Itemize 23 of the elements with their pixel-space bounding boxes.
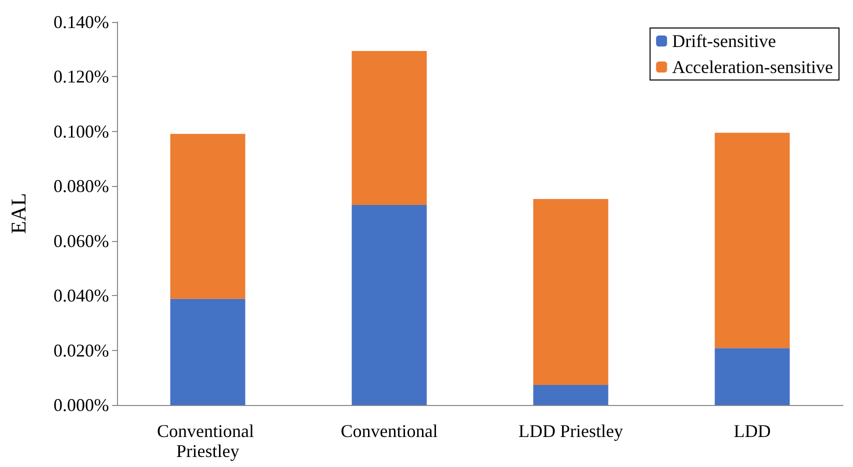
y-tick-label: 0.120% [54, 66, 109, 87]
x-tick-label: Conventional [340, 421, 438, 441]
legend-label: Drift-sensitive [672, 31, 776, 51]
x-tick-label: LDD Priestley [518, 421, 623, 441]
bar [170, 298, 246, 405]
bar [714, 132, 790, 348]
y-tick-label: 0.000% [54, 395, 109, 415]
bar [352, 51, 427, 206]
x-tick-label: LDD [734, 421, 771, 441]
y-tick-label: 0.020% [54, 340, 109, 360]
x-tick-label: Conventional Priestley [157, 421, 258, 461]
y-axis-title: EAL [6, 193, 30, 234]
y-tick-label: 0.040% [54, 286, 109, 306]
bar [714, 348, 790, 405]
bar [533, 385, 608, 405]
y-tick-label: 0.140% [54, 12, 109, 32]
legend-label: Acceleration-sensitive [672, 57, 834, 77]
y-tick-label: 0.080% [54, 176, 109, 196]
bar [533, 199, 608, 386]
y-tick-label: 0.100% [54, 121, 109, 142]
bar [170, 134, 246, 299]
bar [352, 205, 427, 405]
y-tick-label: 0.060% [54, 230, 109, 251]
